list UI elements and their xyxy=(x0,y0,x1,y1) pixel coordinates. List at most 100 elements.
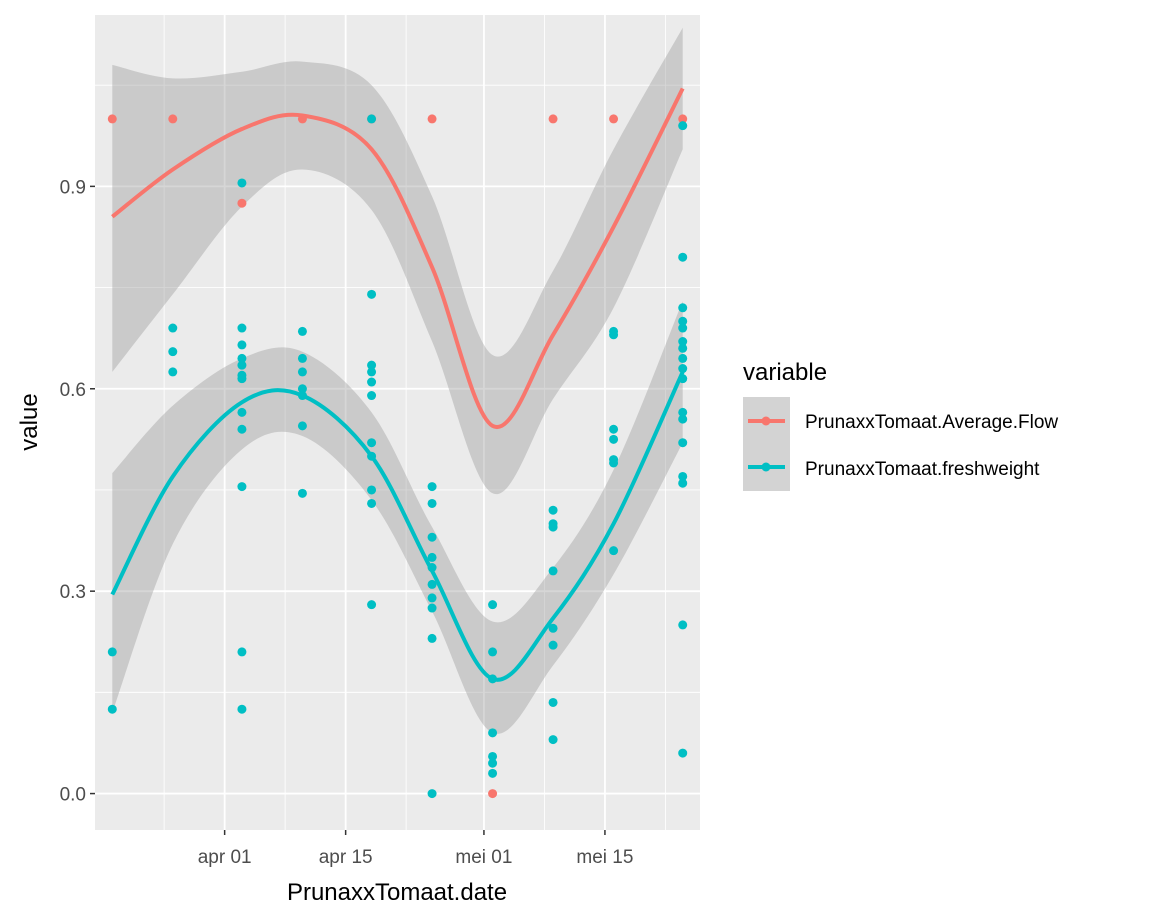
legend-item-freshweight: PrunaxxTomaat.freshweight xyxy=(743,444,1040,491)
data-point-1 xyxy=(678,407,688,417)
data-point-1 xyxy=(678,252,688,262)
data-point-1 xyxy=(237,704,247,714)
confidence-band-1 xyxy=(112,301,683,734)
data-point-0 xyxy=(427,114,437,124)
data-point-0 xyxy=(488,789,498,799)
data-point-1 xyxy=(678,364,688,374)
data-point-1 xyxy=(678,353,688,363)
data-point-1 xyxy=(488,768,498,778)
x-tick-label: apr 01 xyxy=(198,847,252,868)
data-point-1 xyxy=(367,438,377,448)
grid-major xyxy=(95,15,700,830)
data-point-0 xyxy=(548,114,558,124)
data-point-1 xyxy=(237,340,247,350)
y-tick-label: 0.6 xyxy=(60,380,86,401)
y-tick-label: 0.0 xyxy=(60,785,86,806)
data-point-1 xyxy=(678,620,688,630)
data-point-1 xyxy=(297,421,307,431)
data-point-1 xyxy=(367,289,377,299)
y-tick-label: 0.9 xyxy=(60,177,86,198)
data-point-0 xyxy=(609,114,619,124)
data-point-0 xyxy=(168,114,178,124)
data-point-1 xyxy=(548,566,558,576)
smooth-lines xyxy=(110,87,685,682)
plot-panel xyxy=(95,15,700,830)
data-point-1 xyxy=(548,505,558,515)
data-point-1 xyxy=(427,498,437,508)
data-point-1 xyxy=(168,323,178,333)
data-point-1 xyxy=(488,728,498,738)
data-point-1 xyxy=(678,337,688,347)
data-point-1 xyxy=(367,360,377,370)
legend-key-point xyxy=(761,462,771,472)
data-point-1 xyxy=(107,647,117,657)
data-point-1 xyxy=(237,424,247,434)
data-point-1 xyxy=(297,367,307,377)
data-point-1 xyxy=(237,647,247,657)
data-point-1 xyxy=(367,600,377,610)
confidence-bands xyxy=(112,27,683,734)
data-point-1 xyxy=(427,633,437,643)
data-point-1 xyxy=(488,600,498,610)
x-tick-label: mei 15 xyxy=(576,847,633,868)
data-point-1 xyxy=(367,391,377,401)
data-point-1 xyxy=(237,374,247,384)
data-point-1 xyxy=(678,303,688,313)
data-point-1 xyxy=(548,697,558,707)
x-tick-label: mei 01 xyxy=(455,847,512,868)
legend-item-average-flow: PrunaxxTomaat.Average.Flow xyxy=(743,397,1058,444)
data-point-1 xyxy=(609,434,619,444)
data-point-1 xyxy=(678,316,688,326)
data-point-1 xyxy=(367,377,377,387)
data-point-1 xyxy=(237,482,247,492)
grid-minor xyxy=(95,15,700,830)
data-point-1 xyxy=(367,367,377,377)
data-point-1 xyxy=(237,178,247,188)
data-point-1 xyxy=(427,482,437,492)
data-point-1 xyxy=(609,424,619,434)
data-point-1 xyxy=(297,326,307,336)
data-point-1 xyxy=(367,498,377,508)
data-point-1 xyxy=(427,603,437,613)
data-point-1 xyxy=(427,579,437,589)
data-point-1 xyxy=(427,789,437,799)
data-point-1 xyxy=(297,384,307,394)
data-point-1 xyxy=(678,438,688,448)
legend-title: variable xyxy=(743,359,827,386)
x-tick-label: apr 15 xyxy=(319,847,373,868)
tick-labels: 0.0 0.3 0.6 0.9 apr 01 apr 15 mei 01 mei 15 xyxy=(60,177,634,868)
data-point-1 xyxy=(548,735,558,745)
axis-ticks xyxy=(90,185,606,835)
y-tick-label: 0.3 xyxy=(60,582,86,603)
legend-label: PrunaxxTomaat.Average.Flow xyxy=(805,412,1058,433)
data-point-1 xyxy=(168,347,178,357)
legend-label: PrunaxxTomaat.freshweight xyxy=(805,459,1040,480)
data-point-0 xyxy=(107,114,117,124)
data-point-1 xyxy=(609,330,619,340)
smooth-line-1 xyxy=(110,371,685,682)
data-point-1 xyxy=(678,478,688,488)
smooth-line-0 xyxy=(111,87,685,430)
data-point-1 xyxy=(427,552,437,562)
data-point-0 xyxy=(237,198,247,208)
data-point-1 xyxy=(237,323,247,333)
data-point-1 xyxy=(237,360,247,370)
data-point-1 xyxy=(107,704,117,714)
data-point-1 xyxy=(548,640,558,650)
data-point-1 xyxy=(678,414,688,424)
data-points xyxy=(107,114,688,799)
data-point-1 xyxy=(488,647,498,657)
data-point-1 xyxy=(678,343,688,353)
data-point-1 xyxy=(548,623,558,633)
data-point-1 xyxy=(609,458,619,468)
data-point-1 xyxy=(367,114,377,124)
data-point-0 xyxy=(678,114,688,124)
data-point-1 xyxy=(427,593,437,603)
legend-key-point xyxy=(761,416,771,426)
data-point-1 xyxy=(297,488,307,498)
data-point-1 xyxy=(237,407,247,417)
data-point-1 xyxy=(678,121,688,131)
data-point-1 xyxy=(678,323,688,333)
data-point-1 xyxy=(367,485,377,495)
